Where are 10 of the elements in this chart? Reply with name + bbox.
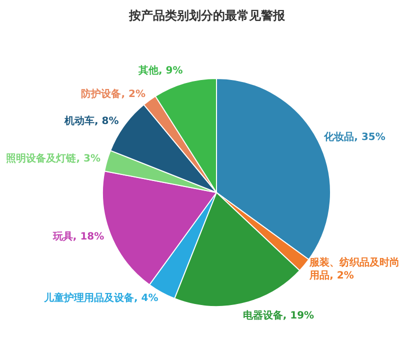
- chart-title: 按产品类别划分的最常见警报: [128, 8, 286, 22]
- slice-label: 电器设备, 19%: [242, 309, 314, 322]
- slice-label: 玩具, 18%: [52, 230, 104, 242]
- slice-label: 机动车, 8%: [63, 114, 119, 127]
- slice-label: 服装、纺织品及时尚用品, 2%: [308, 256, 400, 282]
- slice-label: 防护设备, 2%: [81, 88, 146, 100]
- slice-label: 照明设备及灯链, 3%: [6, 152, 100, 164]
- slice-label: 其他, 9%: [138, 64, 183, 76]
- slice-label: 化妆品, 35%: [323, 131, 386, 144]
- slice-label: 儿童护理用品及设备, 4%: [43, 292, 158, 304]
